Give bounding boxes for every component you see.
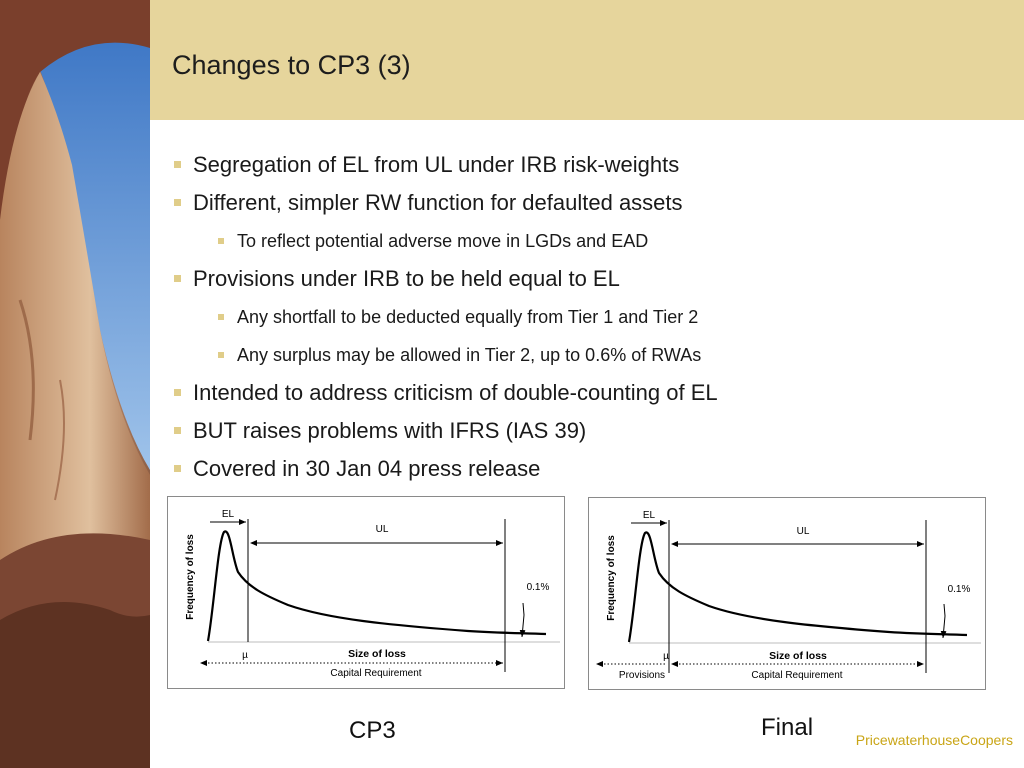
caption-cp3: CP3 — [349, 717, 396, 744]
bullet-text: Provisions under IRB to be held equal to… — [193, 266, 620, 291]
slide-title: Changes to CP3 (3) — [172, 50, 411, 80]
loss-distribution-svg: EL UL 0.1% µ Size of loss Capital Requir… — [185, 509, 560, 679]
bullet-item: Covered in 30 Jan 04 press release — [172, 452, 1012, 490]
x-axis-label: Size of loss — [348, 648, 406, 660]
loss-curve — [206, 530, 547, 642]
capital-label: Capital Requirement — [751, 670, 842, 681]
mu-label: µ — [242, 650, 248, 661]
canyon-photo — [0, 0, 150, 768]
provisions-label: Provisions — [619, 670, 665, 681]
bullet-marker — [174, 427, 181, 434]
sub-bullet-item: Any shortfall to be deducted equally fro… — [172, 300, 1012, 338]
title-band: Changes to CP3 (3) — [150, 0, 1024, 120]
bullet-marker — [218, 314, 224, 320]
tail-pointer-arrow — [519, 614, 526, 638]
bullet-marker — [174, 389, 181, 396]
bullet-item: Different, simpler RW function for defau… — [172, 186, 1012, 224]
ul-label: UL — [797, 526, 810, 537]
x-axis-label: Size of loss — [769, 650, 827, 662]
bullet-text: Any shortfall to be deducted equally fro… — [237, 307, 699, 327]
mu-label: µ — [663, 651, 669, 662]
tail-label: 0.1% — [948, 584, 971, 595]
loss-distribution-svg: EL UL 0.1% µ Size of loss Provisions Cap… — [596, 510, 981, 681]
bullet-marker — [218, 238, 224, 244]
el-label: EL — [643, 510, 656, 521]
bullet-marker — [174, 275, 181, 282]
bullet-item: BUT raises problems with IFRS (IAS 39) — [172, 414, 1012, 452]
bullet-item: Provisions under IRB to be held equal to… — [172, 262, 1012, 300]
bullet-marker — [174, 465, 181, 472]
tail-pointer-arrow — [940, 615, 947, 639]
brand-logo-text: PricewaterhouseCoopers — [855, 732, 1013, 748]
loss-curve — [627, 531, 968, 643]
bullet-item: Intended to address criticism of double-… — [172, 376, 1012, 414]
bullet-marker — [174, 199, 181, 206]
y-axis-label: Frequency of loss — [606, 535, 617, 621]
bullet-text: Covered in 30 Jan 04 press release — [193, 456, 541, 481]
caption-final: Final — [761, 714, 814, 741]
tail-label: 0.1% — [527, 582, 550, 593]
bullet-list: Segregation of EL from UL under IRB risk… — [172, 148, 1012, 490]
sub-bullet-item: To reflect potential adverse move in LGD… — [172, 224, 1012, 262]
tail-pointer — [943, 603, 946, 617]
bullet-text: Segregation of EL from UL under IRB risk… — [193, 152, 680, 177]
bullet-text: Any surplus may be allowed in Tier 2, up… — [237, 345, 702, 365]
bullet-marker — [218, 352, 224, 358]
y-axis-label: Frequency of loss — [185, 534, 196, 620]
bullet-marker — [174, 161, 181, 168]
ul-label: UL — [376, 524, 389, 535]
capital-label: Capital Requirement — [330, 668, 421, 679]
loss-distribution-diagram-cp3: EL UL 0.1% µ Size of loss Capital Requir… — [167, 496, 565, 689]
bullet-text: Intended to address criticism of double-… — [193, 380, 718, 405]
el-label: EL — [222, 509, 235, 520]
bullet-item: Segregation of EL from UL under IRB risk… — [172, 148, 1012, 186]
bullet-text: To reflect potential adverse move in LGD… — [237, 231, 649, 251]
bullet-text: BUT raises problems with IFRS (IAS 39) — [193, 418, 587, 443]
canyon-photo-art — [0, 0, 150, 768]
loss-distribution-diagram-final: EL UL 0.1% µ Size of loss Provisions Cap… — [588, 497, 986, 690]
bullet-text: Different, simpler RW function for defau… — [193, 190, 683, 215]
sub-bullet-item: Any surplus may be allowed in Tier 2, up… — [172, 338, 1012, 376]
tail-pointer — [522, 602, 525, 616]
